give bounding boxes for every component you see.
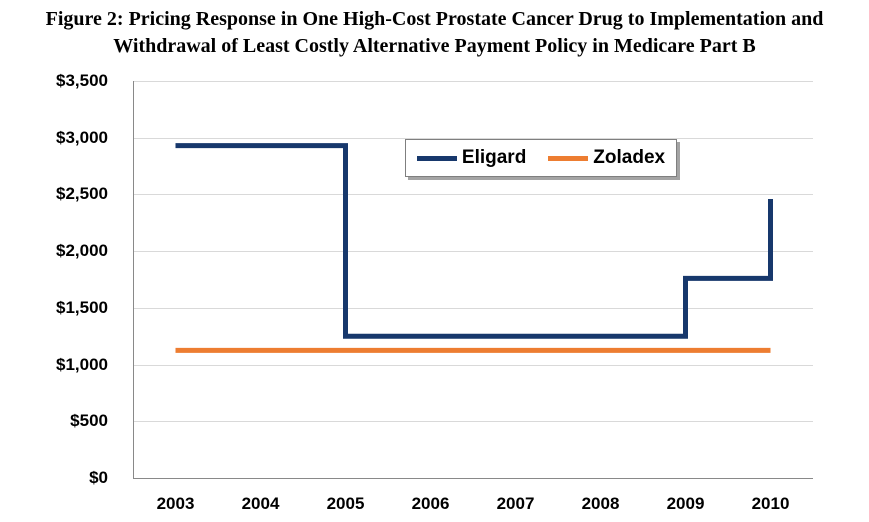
gridline-1000	[133, 364, 813, 366]
gridline-500	[133, 421, 813, 423]
x-axis-tick-label: 2010	[751, 494, 790, 513]
gridline-3000	[133, 137, 813, 139]
gridline-2000	[133, 251, 813, 253]
figure-title: Figure 2: Pricing Response in One High-C…	[0, 6, 869, 60]
series-line-eligard	[175, 143, 773, 339]
figure-title-line2: Withdrawal of Least Costly Alternative P…	[113, 35, 756, 57]
gridline-2500	[133, 194, 813, 196]
y-axis-tick-label: $1,000	[56, 354, 108, 374]
figure-title-line1: Figure 2: Pricing Response in One High-C…	[45, 8, 824, 30]
gridline-3500	[133, 81, 813, 82]
x-axis-tick-label: 2003	[156, 494, 195, 513]
x-axis-tick-label: 2007	[496, 494, 535, 513]
x-axis-line	[133, 478, 813, 479]
zoladex-line-swatch	[548, 155, 589, 161]
y-axis-tick-label: $2,000	[56, 241, 108, 261]
eligard-line-swatch	[416, 155, 457, 161]
gridline-1500	[133, 307, 813, 309]
legend-label-zoladex: Zoladex	[593, 147, 666, 168]
y-axis-tick-label: $2,500	[56, 184, 108, 204]
x-axis-tick-label: 2005	[326, 494, 365, 513]
y-axis-tick-label: $1,500	[56, 297, 108, 317]
legend-label-eligard: Eligard	[461, 147, 527, 168]
x-axis-tick-label: 2008	[581, 494, 620, 513]
y-axis-tick-label: $3,000	[56, 127, 108, 147]
y-axis-tick-label: $0	[89, 468, 108, 487]
legend: Eligard Zoladex	[405, 139, 677, 177]
y-axis-tick-label: $3,500	[56, 71, 108, 90]
y-axis-tick-label: $500	[70, 411, 108, 431]
y-axis-line	[133, 81, 134, 478]
legend-item-eligard: Eligard	[416, 147, 527, 169]
x-axis-tick-label: 2006	[411, 494, 450, 513]
x-axis-tick-label: 2004	[241, 494, 280, 513]
x-axis-tick-label: 2009	[666, 494, 705, 513]
legend-item-zoladex: Zoladex	[548, 147, 665, 169]
